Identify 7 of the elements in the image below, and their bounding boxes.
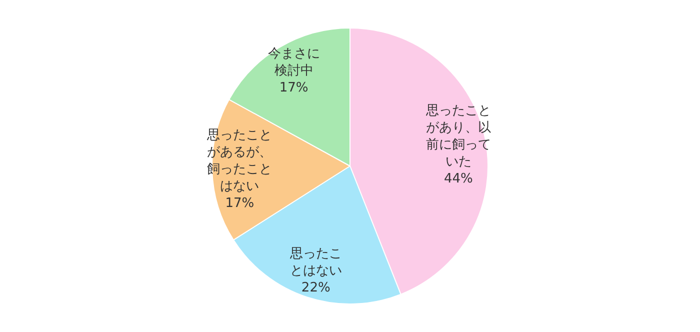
slice-label: 思ったことがあり、以前に飼っていた (424, 104, 491, 170)
data-label: 44% (444, 172, 473, 187)
slice-label: 思ったことはない (288, 246, 342, 278)
slice-label: 今まさに検討中 (268, 46, 320, 78)
data-label: 17% (225, 196, 254, 211)
data-label: 17% (279, 80, 308, 96)
data-label: 22% (301, 280, 330, 296)
